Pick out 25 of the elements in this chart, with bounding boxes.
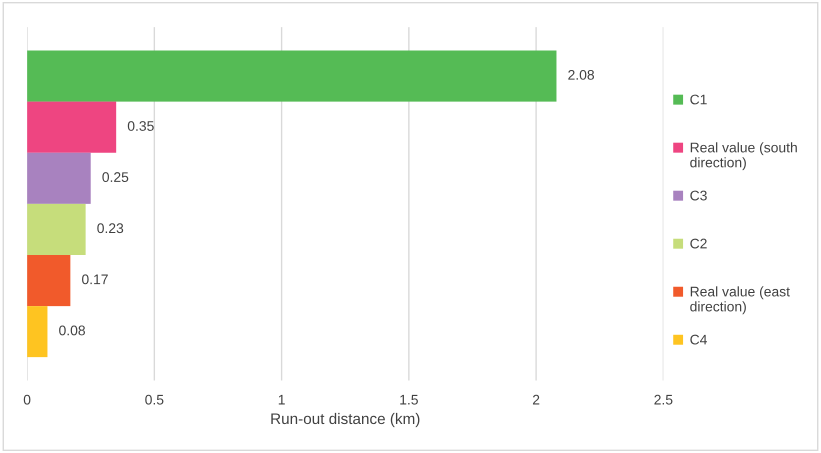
bar — [27, 254, 70, 306]
x-tick-label: 2.5 — [654, 394, 672, 405]
data-label: 2.08 — [568, 70, 594, 80]
legend-label: Real value (east direction) — [690, 286, 790, 314]
data-label: 0.23 — [97, 223, 124, 234]
data-label: 0.08 — [59, 326, 85, 336]
legend-label: Real value (south direction) — [690, 142, 797, 170]
data-label: 0.25 — [102, 172, 128, 182]
x-tick-label: 1 — [278, 394, 285, 404]
legend-label: C1 — [690, 94, 707, 104]
legend-label: C3 — [690, 190, 707, 200]
bar — [27, 306, 48, 358]
data-label: 0.17 — [82, 274, 108, 284]
x-tick-label: 0.5 — [145, 394, 164, 405]
bar — [27, 204, 86, 255]
x-tick-label: 2 — [532, 394, 540, 404]
legend-label: C2 — [690, 238, 707, 248]
bar — [27, 152, 91, 204]
bar — [27, 102, 116, 153]
x-axis-title: Run-out distance (km) — [271, 412, 420, 428]
bar — [27, 50, 556, 102]
x-tick-label: 0 — [24, 394, 30, 405]
x-tick-label: 1.5 — [400, 394, 418, 405]
data-label: 0.35 — [128, 121, 154, 131]
legend-label: C4 — [690, 334, 707, 345]
